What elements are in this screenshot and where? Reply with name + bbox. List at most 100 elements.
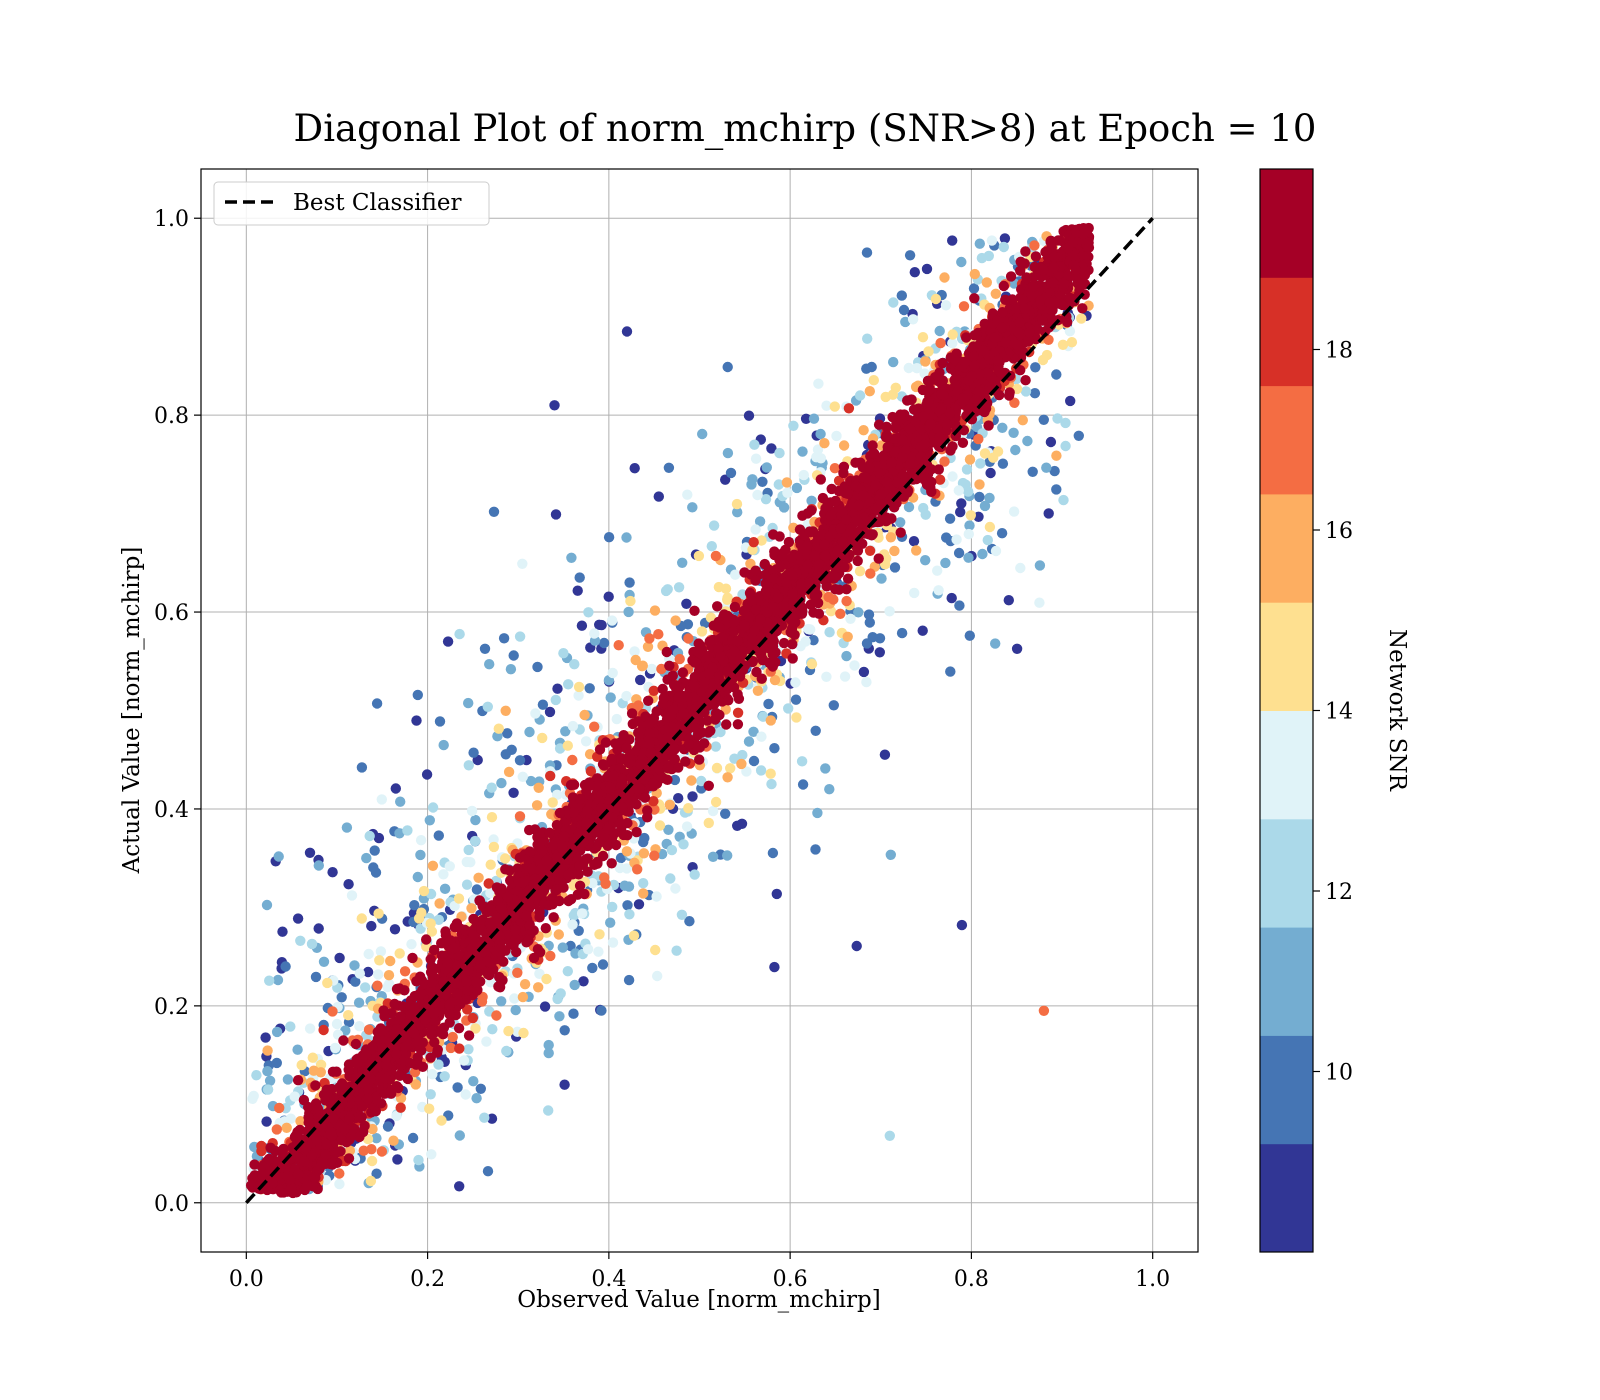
scatter-point (696, 626, 708, 637)
scatter-point (746, 479, 757, 490)
scatter-point (493, 723, 504, 734)
scatter-point (327, 1006, 338, 1017)
scatter-point (296, 1059, 307, 1071)
scatter-point (576, 908, 588, 919)
scatter-point (315, 1059, 327, 1071)
scatter-point (750, 565, 761, 576)
scatter-point (395, 1102, 406, 1113)
scatter-point (295, 1116, 306, 1127)
scatter-point (363, 1024, 375, 1035)
scatter-point (537, 732, 548, 744)
scatter-point (889, 562, 901, 573)
scatter-point (558, 648, 569, 659)
scatter-point (322, 977, 333, 989)
scatter-point (625, 595, 636, 607)
scatter-point (483, 878, 494, 889)
scatter-point (797, 446, 808, 457)
scatter-point (488, 506, 500, 517)
scatter-point (573, 690, 584, 701)
scatter-point (705, 725, 716, 736)
scatter-point (722, 772, 733, 783)
scatter-point (444, 1017, 455, 1028)
scatter-point (710, 741, 721, 752)
scatter-point (1051, 450, 1062, 461)
scatter-point (920, 555, 931, 566)
scatter-point (344, 1145, 356, 1156)
scatter-point (787, 653, 798, 664)
scatter-point (895, 409, 906, 420)
scatter-point (530, 708, 541, 719)
scatter-point (1077, 303, 1088, 314)
scatter-point (711, 762, 723, 774)
scatter-point (953, 547, 965, 559)
scatter-point (363, 948, 374, 960)
scatter-point (961, 464, 973, 475)
scatter-point (864, 617, 875, 628)
scatter-point (361, 852, 372, 864)
scatter-point (354, 968, 365, 979)
scatter-point (425, 1089, 436, 1100)
scatter-point (375, 946, 387, 957)
scatter-point (771, 888, 782, 900)
scatter-point (774, 531, 785, 542)
scatter-point (548, 912, 559, 923)
scatter-point (415, 849, 426, 861)
scatter-point (657, 683, 668, 695)
scatter-point (540, 923, 551, 934)
scatter-point (372, 980, 383, 991)
scatter-point (389, 924, 401, 935)
scatter-point (607, 901, 618, 913)
scatter-point (436, 1027, 447, 1038)
scatter-point (449, 900, 460, 912)
scatter-point (364, 830, 375, 842)
scatter-point (979, 500, 991, 512)
scatter-point (425, 918, 436, 929)
scatter-point (1038, 414, 1050, 425)
scatter-point (945, 666, 956, 677)
scatter-point (750, 453, 762, 464)
chart-title: Diagonal Plot of norm_mchirp (SNR>8) at … (294, 107, 1317, 151)
scatter-point (486, 782, 497, 793)
scatter-point (652, 970, 663, 982)
scatter-point (798, 469, 809, 481)
scatter-point (560, 726, 571, 737)
scatter-point (703, 780, 714, 791)
scatter-point (819, 438, 830, 449)
scatter-point (996, 528, 1008, 539)
scatter-point (767, 847, 779, 859)
scatter-point (550, 694, 561, 706)
scatter-point (366, 1155, 378, 1167)
scatter-point (969, 268, 980, 280)
scatter-point (1076, 313, 1087, 324)
scatter-point (429, 944, 440, 956)
scatter-point (482, 1166, 494, 1177)
scatter-point (622, 900, 633, 911)
scatter-point (933, 585, 944, 596)
scatter-point (748, 755, 760, 767)
scatter-point (637, 660, 648, 671)
scatter-point (592, 856, 603, 868)
scatter-point (374, 955, 385, 966)
scatter-point (358, 1145, 369, 1156)
scatter-point (524, 726, 535, 738)
scatter-point (874, 647, 885, 658)
scatter-point (829, 463, 841, 474)
scatter-point (1073, 430, 1085, 441)
scatter-point (493, 981, 504, 992)
scatter-point (935, 337, 946, 349)
scatter-point (453, 1022, 465, 1034)
scatter-point (346, 890, 358, 901)
scatter-point (1020, 246, 1031, 257)
scatter-point (567, 720, 579, 732)
scatter-point (775, 562, 786, 573)
scatter-point (956, 919, 968, 931)
scatter-point (833, 584, 845, 595)
scatter-point (821, 671, 832, 682)
scatter-point (824, 627, 835, 638)
scatter-point (665, 873, 676, 884)
scatter-point (327, 867, 338, 878)
scatter-point (731, 498, 743, 510)
scatter-point (568, 910, 579, 921)
scatter-point (356, 913, 367, 924)
scatter-point (426, 1149, 437, 1160)
